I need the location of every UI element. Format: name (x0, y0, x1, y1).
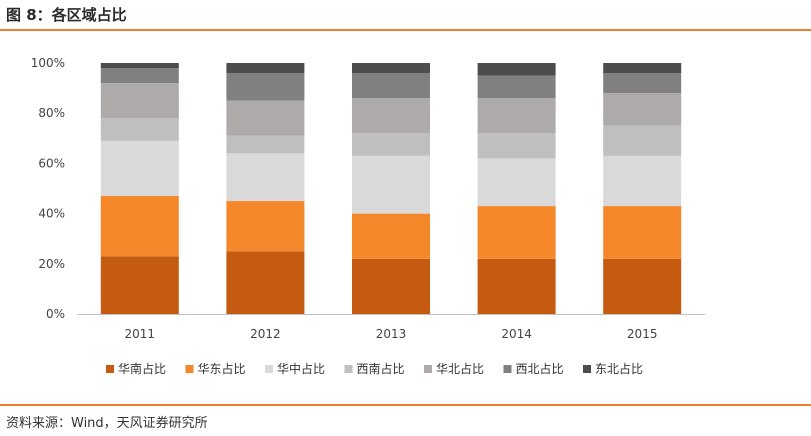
bar-segment (100, 68, 179, 84)
bar-segment (352, 63, 430, 74)
legend-swatch (583, 365, 591, 373)
y-tick-label: 40% (38, 207, 65, 221)
bar-segment (100, 118, 179, 141)
bar-segment (100, 83, 179, 119)
legend-label: 西北占比 (516, 361, 564, 376)
y-tick-label: 60% (38, 156, 65, 170)
bar-segment (477, 258, 556, 314)
bar-segment (226, 100, 305, 136)
bar-segment (603, 155, 682, 207)
bars (100, 63, 682, 314)
legend-label: 华中占比 (277, 361, 325, 376)
bar-segment (603, 206, 682, 259)
top-divider (0, 29, 811, 31)
bottom-divider (0, 404, 811, 406)
bar-segment (226, 73, 305, 101)
y-axis-ticks: 0% 20% 40% 60% 80% 100% (31, 56, 65, 321)
legend-swatch (106, 365, 114, 373)
legend-label: 西南占比 (357, 361, 405, 376)
bar-segment (100, 140, 179, 197)
figure-title: 图 8：各区域占比 (6, 6, 127, 24)
bar-segment (226, 201, 305, 252)
bar-segment (352, 258, 430, 314)
bar-segment (603, 258, 682, 314)
bar-segment (477, 133, 556, 159)
bar-segment (603, 63, 682, 74)
bar-segment (477, 158, 556, 207)
bar-segment (477, 206, 556, 259)
legend-label: 华北占比 (436, 361, 484, 376)
legend-swatch (344, 365, 353, 373)
x-tick-label: 2014 (501, 327, 532, 341)
bar-segment (477, 75, 556, 99)
legend-swatch (185, 365, 194, 373)
y-tick-label: 0% (46, 307, 65, 321)
bar-segment (100, 256, 179, 314)
bar-segment (352, 155, 430, 214)
legend-label: 华南占比 (118, 361, 166, 376)
bar-segment (477, 98, 556, 134)
bar-segment (100, 63, 179, 69)
x-tick-label: 2011 (125, 327, 156, 341)
stacked-bar-chart: 0%20%40%60%80%100% 2011 2012 2013 2014 2015 … (31, 56, 705, 376)
legend-label: 华东占比 (198, 361, 246, 376)
legend-swatch (424, 365, 432, 373)
legend: 华南占比 华东占比 华中占比 西南占比 华北占比 西北占比 东北占比 (106, 361, 643, 376)
y-tick-label: 80% (38, 106, 65, 120)
bar-segment (226, 135, 305, 154)
bar-segment (352, 133, 430, 156)
x-tick-label: 2012 (250, 327, 281, 341)
bar-segment (226, 153, 305, 202)
bar-segment (603, 73, 682, 94)
legend-swatch (265, 365, 273, 373)
bar-segment (226, 63, 305, 74)
source-note: 资料来源：Wind，天风证券研究所 (6, 416, 208, 431)
bar-segment (603, 125, 682, 156)
x-tick-label: 2015 (627, 327, 658, 341)
y-tick-label: 20% (38, 257, 65, 271)
bar-segment (352, 73, 430, 99)
bar-segment (100, 196, 179, 257)
y-tick-label: 100% (31, 56, 65, 70)
bar-segment (352, 213, 430, 259)
legend-swatch (503, 365, 512, 373)
x-axis-ticks: 2011 2012 2013 2014 2015 (125, 327, 658, 341)
bar-segment (477, 63, 556, 76)
bar-segment (226, 251, 305, 314)
bar-segment (352, 98, 430, 134)
legend-label: 东北占比 (595, 361, 643, 376)
bar-segment (603, 93, 682, 126)
x-tick-label: 2013 (376, 327, 407, 341)
